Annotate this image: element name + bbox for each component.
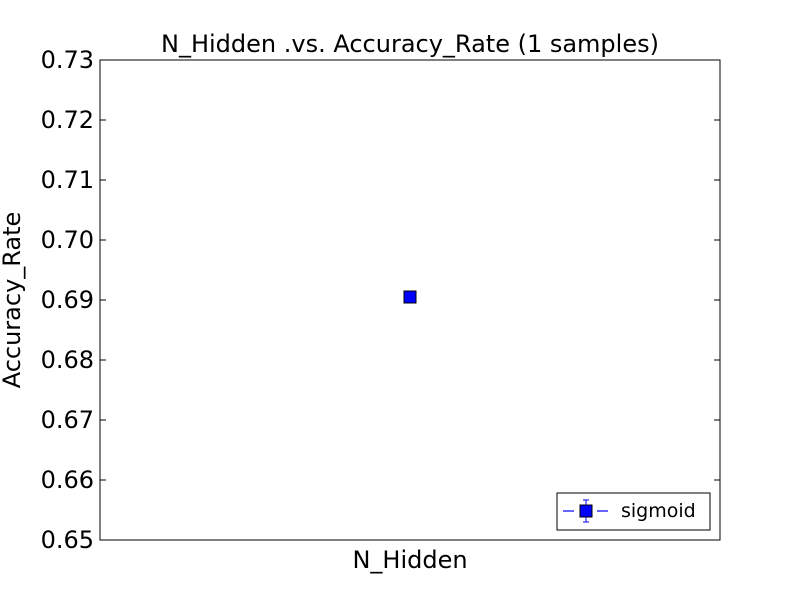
y-tick-label: 0.72	[41, 106, 94, 134]
data-point	[403, 290, 417, 304]
y-tick-label: 0.68	[41, 346, 94, 374]
y-tick-label: 0.69	[41, 286, 94, 314]
y-tick-label: 0.70	[41, 226, 94, 254]
chart-title: N_Hidden .vs. Accuracy_Rate (1 samples)	[161, 30, 659, 58]
y-tick-label: 0.71	[41, 166, 94, 194]
y-tick-label: 0.73	[41, 46, 94, 74]
y-tick-label: 0.65	[41, 526, 94, 554]
data-points	[403, 290, 417, 304]
y-tick-label: 0.67	[41, 406, 94, 434]
legend-label: sigmoid	[621, 500, 696, 522]
legend-marker	[579, 504, 593, 518]
y-axis-label: Accuracy_Rate	[0, 212, 26, 389]
legend: sigmoid	[556, 492, 711, 531]
y-axis-tick-labels: 0.65 0.66 0.67 0.68 0.69 0.70 0.71 0.72 0.73	[41, 46, 94, 554]
x-axis-label: N_Hidden	[352, 546, 467, 574]
y-axis-ticks	[100, 59, 720, 541]
y-tick-label: 0.66	[41, 466, 94, 494]
